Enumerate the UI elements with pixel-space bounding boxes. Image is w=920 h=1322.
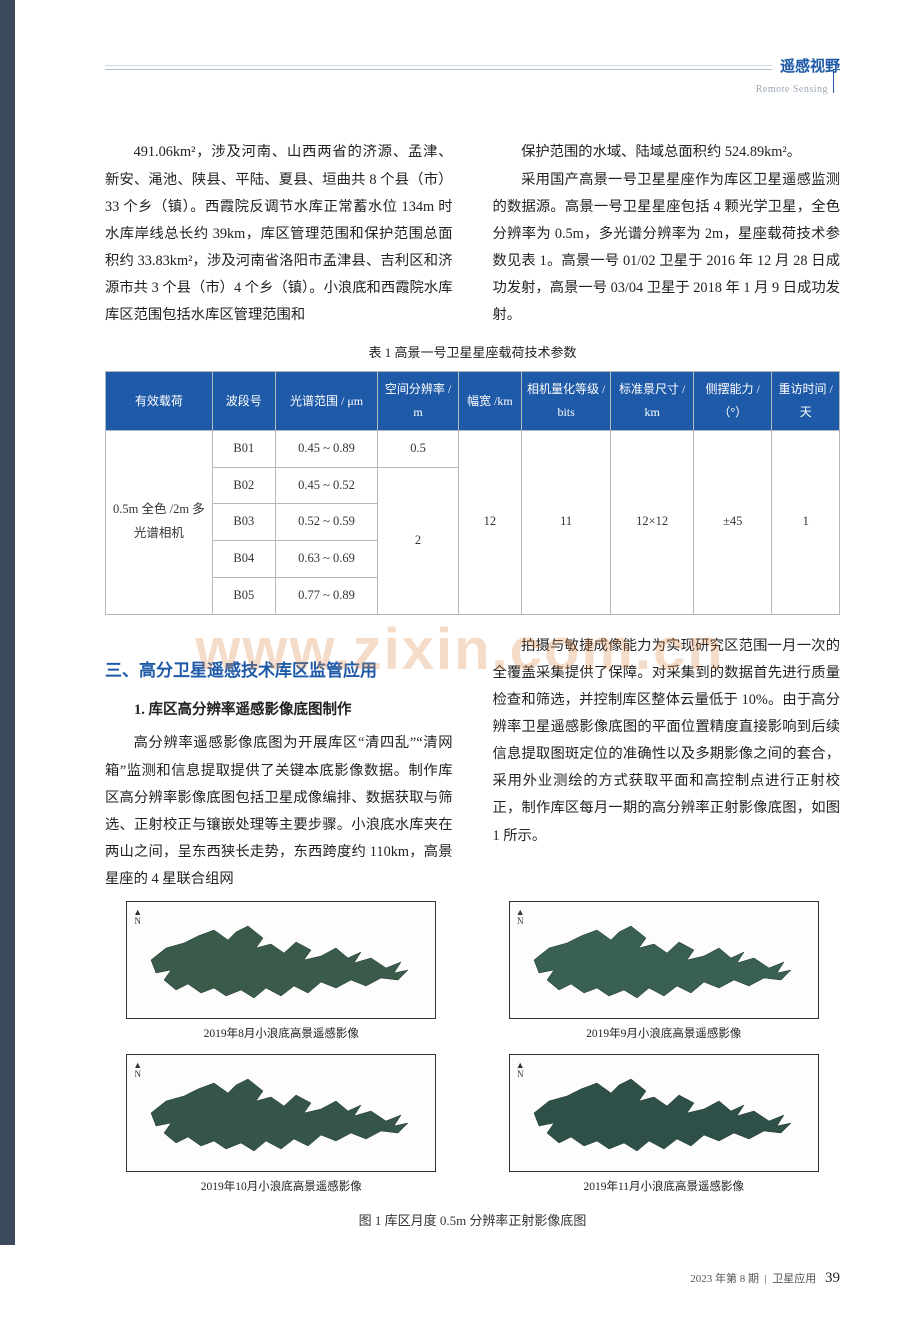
north-arrow-icon: ▲N [133, 1061, 142, 1079]
footer-page-number: 39 [825, 1270, 840, 1286]
reservoir-shape-icon [519, 908, 809, 1013]
intro-para-1: 491.06km²，涉及河南、山西两省的济源、孟津、新安、渑池、陕县、平陆、夏县… [105, 139, 453, 329]
col-5: 相机量化等级 / bits [521, 372, 610, 431]
north-arrow-icon: ▲N [133, 908, 142, 926]
col-7: 侧摆能力 /（°） [694, 372, 772, 431]
cell-range: 0.63 ~ 0.69 [275, 541, 377, 578]
map-frame: ▲N [509, 1054, 819, 1172]
cell-band: B05 [212, 577, 275, 614]
table-head: 有效载荷波段号光谱范围 / μm空间分辨率 / m幅宽 /km相机量化等级 / … [106, 372, 840, 431]
map-frame: ▲N [126, 901, 436, 1019]
figure-panel-1: ▲N 2019年9月小浪底高景遥感影像 [488, 901, 841, 1046]
page-footer: 2023 年第 8 期 | 卫星应用 39 [105, 1264, 840, 1293]
cell-range: 0.77 ~ 0.89 [275, 577, 377, 614]
col-1: 波段号 [212, 372, 275, 431]
intro-para-3: 采用国产高景一号卫星星座作为库区卫星遥感监测的数据源。高景一号卫星星座包括 4 … [493, 167, 841, 330]
col-3: 空间分辨率 / m [378, 372, 459, 431]
figure-1-grid: ▲N 2019年8月小浪底高景遥感影像 ▲N 2019年9月小浪底高景遥感影像 … [105, 901, 840, 1199]
col-8: 重访时间 / 天 [772, 372, 840, 431]
north-arrow-icon: ▲N [516, 908, 525, 926]
reservoir-shape-icon [136, 908, 426, 1013]
header-corner-mark [833, 69, 840, 93]
section-3-1-heading: 1. 库区高分辨率遥感影像底图制作 [105, 697, 453, 725]
reservoir-shape-icon [519, 1061, 809, 1166]
panel-caption: 2019年9月小浪底高景遥感影像 [488, 1024, 841, 1046]
footer-journal: 卫星应用 [772, 1273, 816, 1285]
footer-sep: | [762, 1273, 772, 1285]
cell-payload: 0.5m 全色 /2m 多光谱相机 [106, 430, 213, 614]
table-1-caption: 表 1 高景一号卫星星座载荷技术参数 [105, 341, 840, 366]
map-frame: ▲N [509, 901, 819, 1019]
body-text: 三、高分卫星遥感技术库区监管应用 1. 库区高分辨率遥感影像底图制作 高分辨率遥… [105, 633, 840, 894]
page-content: 遥感视野 Remote Sensing 491.06km²，涉及河南、山西两省的… [0, 0, 920, 1322]
body-para-right: 拍摄与敏捷成像能力为实现研究区范围一月一次的全覆盖采集提供了保障。对采集到的数据… [493, 633, 841, 850]
figure-panel-3: ▲N 2019年11月小浪底高景遥感影像 [488, 1054, 841, 1199]
header-title-cn: 遥感视野 [772, 53, 840, 82]
col-4: 幅宽 /km [458, 372, 521, 431]
cell-band: B01 [212, 430, 275, 467]
cell-band: B04 [212, 541, 275, 578]
cell-range: 0.52 ~ 0.59 [275, 504, 377, 541]
table-1: 有效载荷波段号光谱范围 / μm空间分辨率 / m幅宽 /km相机量化等级 / … [105, 371, 840, 614]
cell-bits: 11 [521, 430, 610, 614]
page-gutter [0, 0, 15, 1245]
figure-1-caption: 图 1 库区月度 0.5m 分辨率正射影像底图 [105, 1209, 840, 1234]
panel-caption: 2019年11月小浪底高景遥感影像 [488, 1177, 841, 1199]
table-head-row: 有效载荷波段号光谱范围 / μm空间分辨率 / m幅宽 /km相机量化等级 / … [106, 372, 840, 431]
col-2: 光谱范围 / μm [275, 372, 377, 431]
intro-text: 491.06km²，涉及河南、山西两省的济源、孟津、新安、渑池、陕县、平陆、夏县… [105, 139, 840, 329]
figure-panel-2: ▲N 2019年10月小浪底高景遥感影像 [105, 1054, 458, 1199]
col-0: 有效载荷 [106, 372, 213, 431]
table-body: 0.5m 全色 /2m 多光谱相机 B01 0.45 ~ 0.89 0.5 12… [106, 430, 840, 614]
section-3-heading: 三、高分卫星遥感技术库区监管应用 [105, 655, 453, 687]
col-6: 标准景尺寸 / km [611, 372, 694, 431]
cell-res: 0.5 [378, 430, 459, 467]
table-row: 0.5m 全色 /2m 多光谱相机 B01 0.45 ~ 0.89 0.5 12… [106, 430, 840, 467]
cell-scene: 12×12 [611, 430, 694, 614]
north-arrow-icon: ▲N [516, 1061, 525, 1079]
header-rule [105, 65, 840, 66]
cell-range: 0.45 ~ 0.89 [275, 430, 377, 467]
cell-res-multi: 2 [378, 467, 459, 614]
cell-swing: ±45 [694, 430, 772, 614]
cell-range: 0.45 ~ 0.52 [275, 467, 377, 504]
map-frame: ▲N [126, 1054, 436, 1172]
figure-panel-0: ▲N 2019年8月小浪底高景遥感影像 [105, 901, 458, 1046]
reservoir-shape-icon [136, 1061, 426, 1166]
header-title-en: Remote Sensing [105, 80, 828, 99]
cell-band: B03 [212, 504, 275, 541]
cell-revisit: 1 [772, 430, 840, 614]
panel-caption: 2019年8月小浪底高景遥感影像 [105, 1024, 458, 1046]
cell-band: B02 [212, 467, 275, 504]
running-header: 遥感视野 Remote Sensing [105, 69, 840, 99]
footer-issue: 2023 年第 8 期 [690, 1273, 759, 1285]
cell-swath: 12 [458, 430, 521, 614]
intro-para-2: 保护范围的水域、陆域总面积约 524.89km²。 [493, 139, 841, 166]
panel-caption: 2019年10月小浪底高景遥感影像 [105, 1177, 458, 1199]
body-para-left: 高分辨率遥感影像底图为开展库区“清四乱”“清网箱”监测和信息提取提供了关键本底影… [105, 730, 453, 893]
